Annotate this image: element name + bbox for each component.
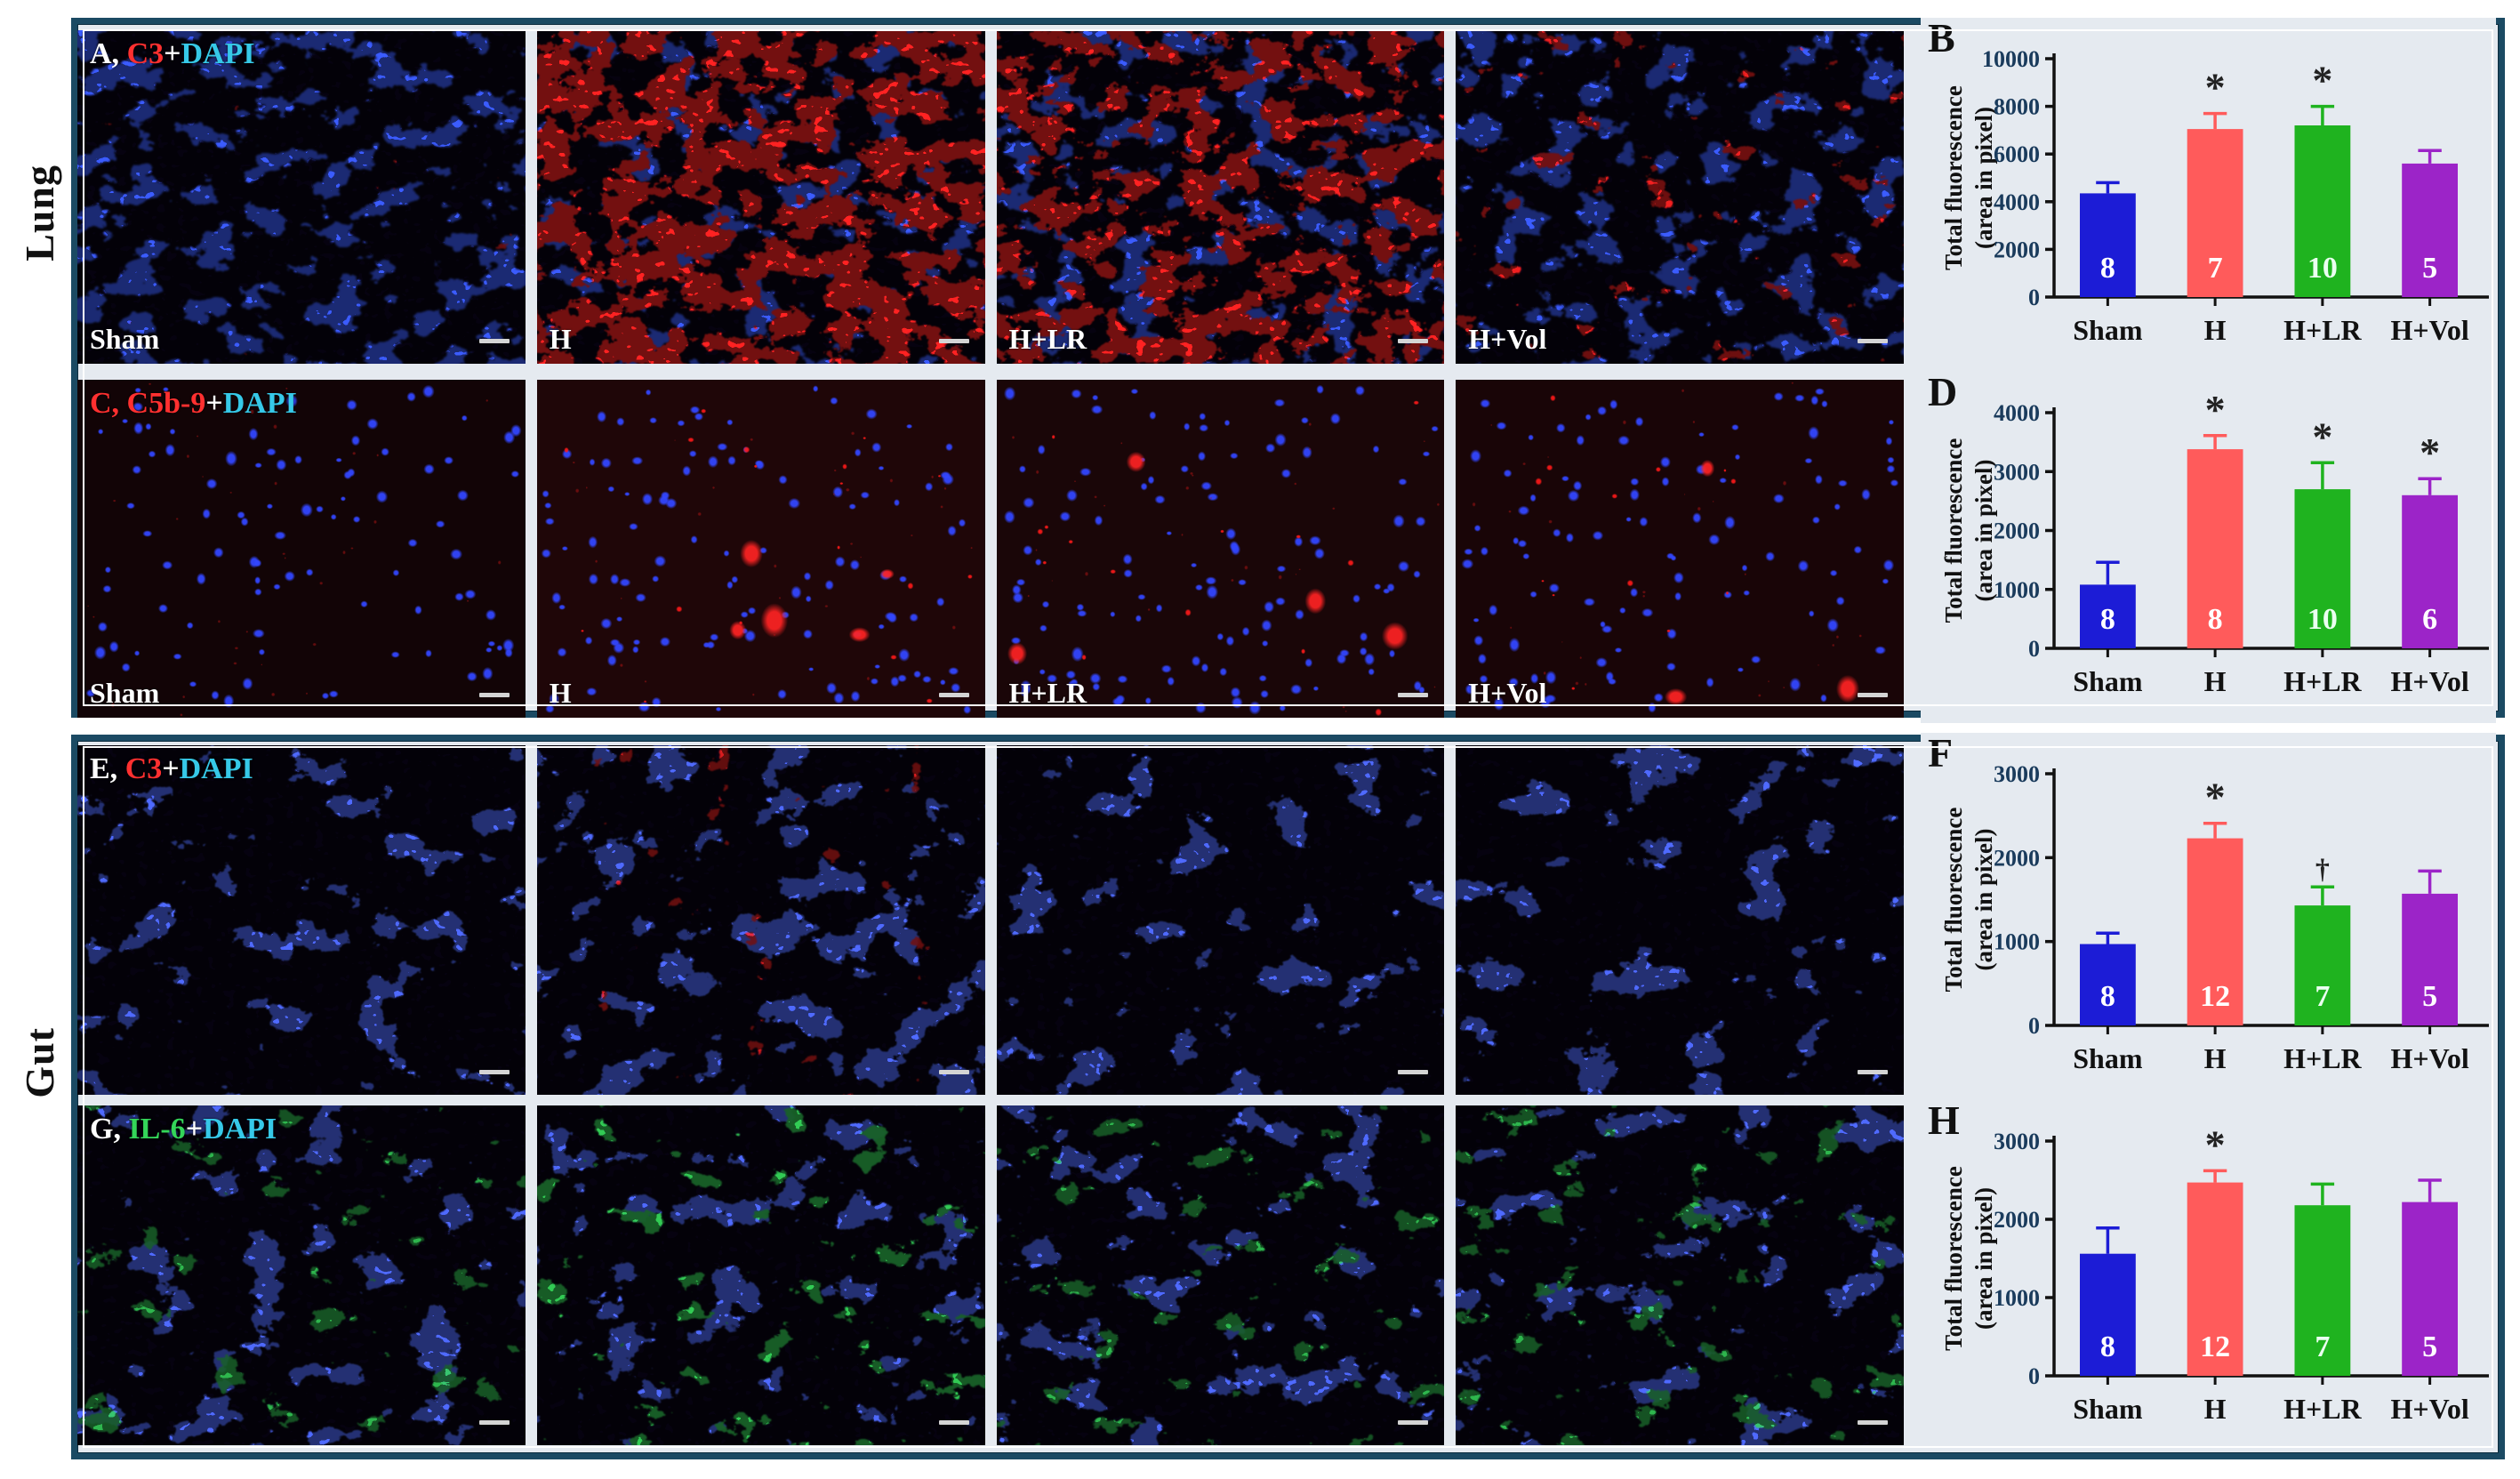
svg-text:*: * [2205,775,2226,820]
svg-text:3000: 3000 [1994,1129,2040,1154]
svg-text:H: H [2204,1393,2227,1425]
svg-text:6000: 6000 [1994,141,2040,167]
svg-text:Total fluorescence: Total fluorescence [1940,85,1967,270]
svg-text:4000: 4000 [1994,189,2040,215]
svg-text:1000: 1000 [1994,577,2040,603]
svg-text:H+LR: H+LR [2283,1042,2362,1074]
svg-text:1000: 1000 [1994,1285,2040,1311]
svg-text:0: 0 [2028,285,2040,310]
svg-text:2000: 2000 [1994,518,2040,544]
svg-text:*: * [2205,65,2226,110]
svg-text:12: 12 [2200,1330,2230,1363]
svg-text:8: 8 [2100,1330,2115,1363]
svg-text:8: 8 [2208,603,2223,636]
svg-text:*: * [2420,430,2440,475]
svg-text:H+LR: H+LR [2283,1393,2362,1425]
svg-text:8: 8 [2100,603,2115,636]
svg-text:(area in pixel): (area in pixel) [1970,107,1997,249]
svg-text:8: 8 [2100,980,2115,1013]
svg-text:7: 7 [2208,252,2223,285]
svg-text:4000: 4000 [1994,400,2040,426]
svg-text:5: 5 [2422,252,2437,285]
svg-text:*: * [2205,1121,2226,1167]
svg-text:D: D [1928,372,1957,414]
svg-text:8: 8 [2100,252,2115,285]
svg-text:6: 6 [2422,603,2437,636]
svg-text:10: 10 [2307,252,2338,285]
svg-text:F: F [1928,733,1953,776]
svg-text:2000: 2000 [1994,845,2040,871]
svg-text:3000: 3000 [1994,761,2040,787]
svg-text:H+Vol: H+Vol [2391,1042,2469,1074]
svg-text:H: H [1928,1100,1960,1143]
svg-text:Sham: Sham [2073,1393,2143,1425]
svg-text:H+Vol: H+Vol [2391,314,2469,346]
svg-text:*: * [2312,414,2332,459]
svg-text:0: 0 [2028,1013,2040,1039]
svg-text:8000: 8000 [1994,94,2040,120]
svg-text:†: † [2315,852,2330,884]
svg-text:*: * [2312,58,2332,103]
svg-text:12: 12 [2200,980,2230,1013]
svg-text:5: 5 [2422,980,2437,1013]
svg-text:H+LR: H+LR [2283,665,2362,697]
svg-text:H: H [2204,665,2227,697]
svg-text:*: * [2205,387,2226,432]
svg-text:H+Vol: H+Vol [2391,1393,2469,1425]
svg-text:Total fluorescence: Total fluorescence [1940,1166,1967,1351]
svg-text:1000: 1000 [1994,929,2040,955]
svg-text:H+Vol: H+Vol [2391,665,2469,697]
svg-text:0: 0 [2028,1363,2040,1389]
svg-text:7: 7 [2315,980,2330,1013]
svg-text:B: B [1928,18,1955,60]
svg-text:3000: 3000 [1994,459,2040,485]
svg-text:5: 5 [2422,1330,2437,1363]
svg-text:Total fluorescence: Total fluorescence [1940,438,1967,623]
svg-text:H+LR: H+LR [2283,314,2362,346]
svg-text:Sham: Sham [2073,1042,2143,1074]
svg-text:H: H [2204,314,2227,346]
svg-text:7: 7 [2315,1330,2330,1363]
svg-text:10000: 10000 [1982,46,2040,72]
svg-text:Sham: Sham [2073,314,2143,346]
svg-text:H: H [2204,1042,2227,1074]
svg-text:2000: 2000 [1994,1207,2040,1233]
svg-text:Sham: Sham [2073,665,2143,697]
svg-text:2000: 2000 [1994,237,2040,262]
svg-text:10: 10 [2307,603,2338,636]
svg-text:0: 0 [2028,636,2040,662]
svg-text:Total fluorescence: Total fluorescence [1940,808,1967,993]
